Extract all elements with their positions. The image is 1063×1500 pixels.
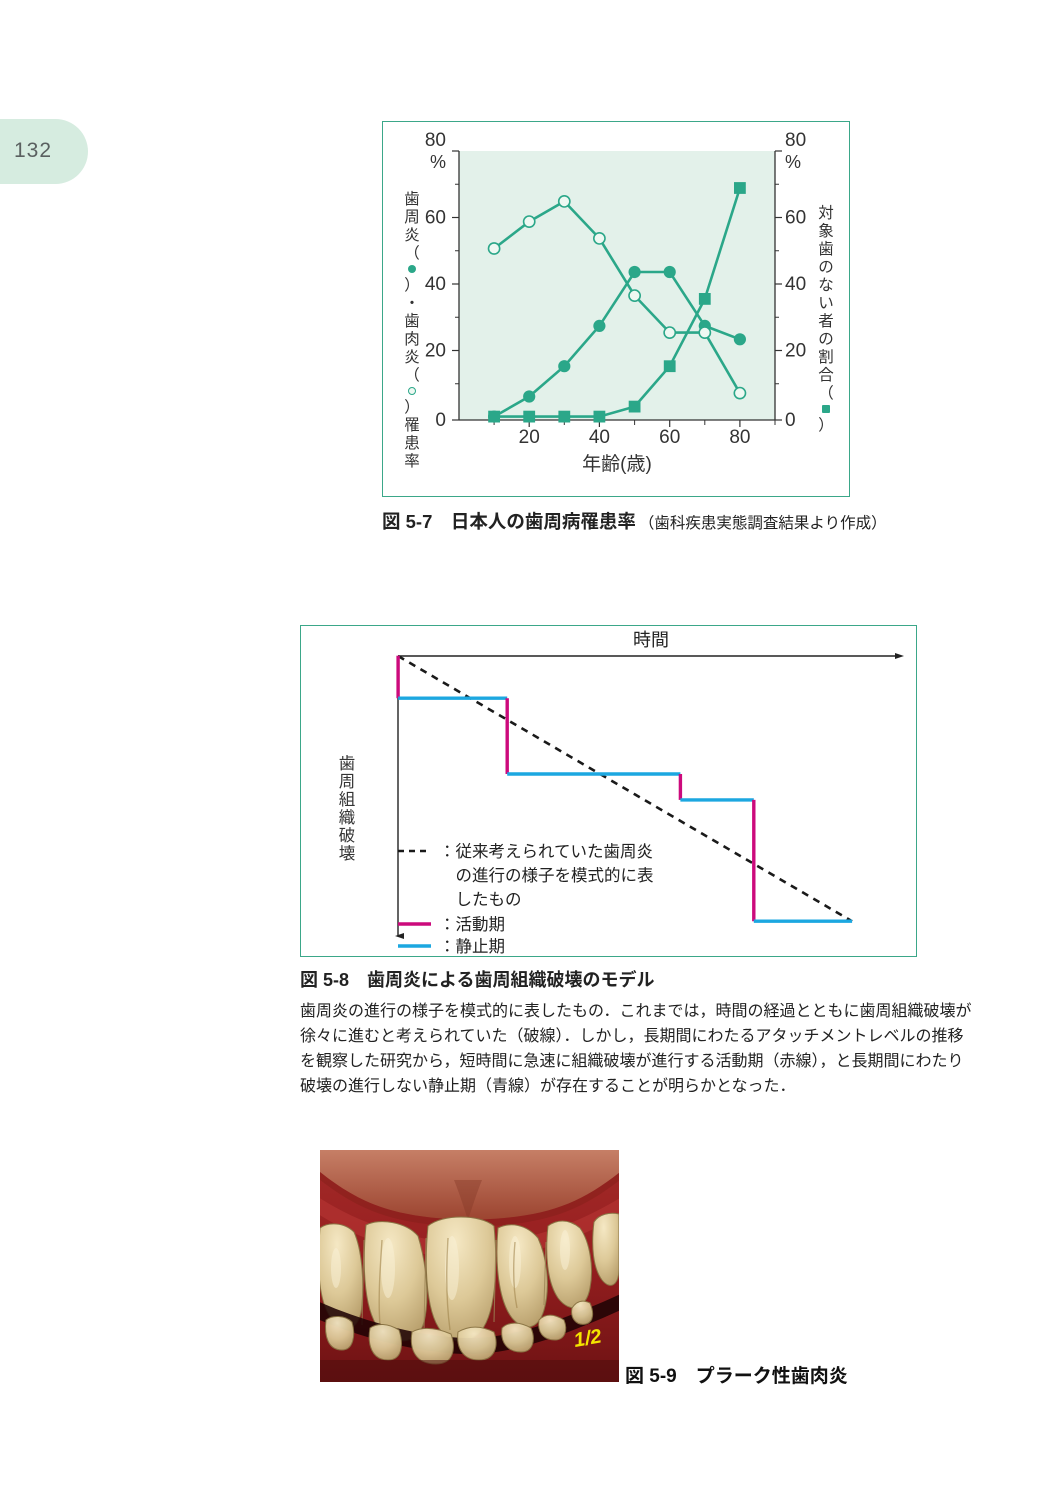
svg-text:60: 60 <box>659 427 680 448</box>
svg-text:80: 80 <box>729 427 750 448</box>
svg-text:20: 20 <box>519 427 540 448</box>
svg-text:80: 80 <box>425 130 446 151</box>
svg-text:：従来考えられていた歯周炎: ：従来考えられていた歯周炎 <box>439 842 653 861</box>
svg-text:40: 40 <box>425 274 446 295</box>
svg-text:したもの: したもの <box>439 890 522 909</box>
svg-text:60: 60 <box>785 208 806 229</box>
svg-text:：活動期: ：活動期 <box>439 915 505 934</box>
svg-text:0: 0 <box>435 410 446 431</box>
svg-text:20: 20 <box>785 341 806 362</box>
svg-text:20: 20 <box>425 341 446 362</box>
svg-text:40: 40 <box>589 427 610 448</box>
svg-text:40: 40 <box>785 274 806 295</box>
svg-text:%: % <box>430 152 446 172</box>
svg-text:0: 0 <box>785 410 796 431</box>
svg-text:年齢(歳): 年齢(歳) <box>582 453 652 475</box>
svg-text:時間: 時間 <box>633 630 669 650</box>
svg-text:%: % <box>785 152 801 172</box>
svg-text:80: 80 <box>785 130 806 151</box>
svg-text:：静止期: ：静止期 <box>439 937 505 956</box>
svg-text:60: 60 <box>425 208 446 229</box>
svg-text:の進行の様子を模式的に表: の進行の様子を模式的に表 <box>439 866 654 885</box>
